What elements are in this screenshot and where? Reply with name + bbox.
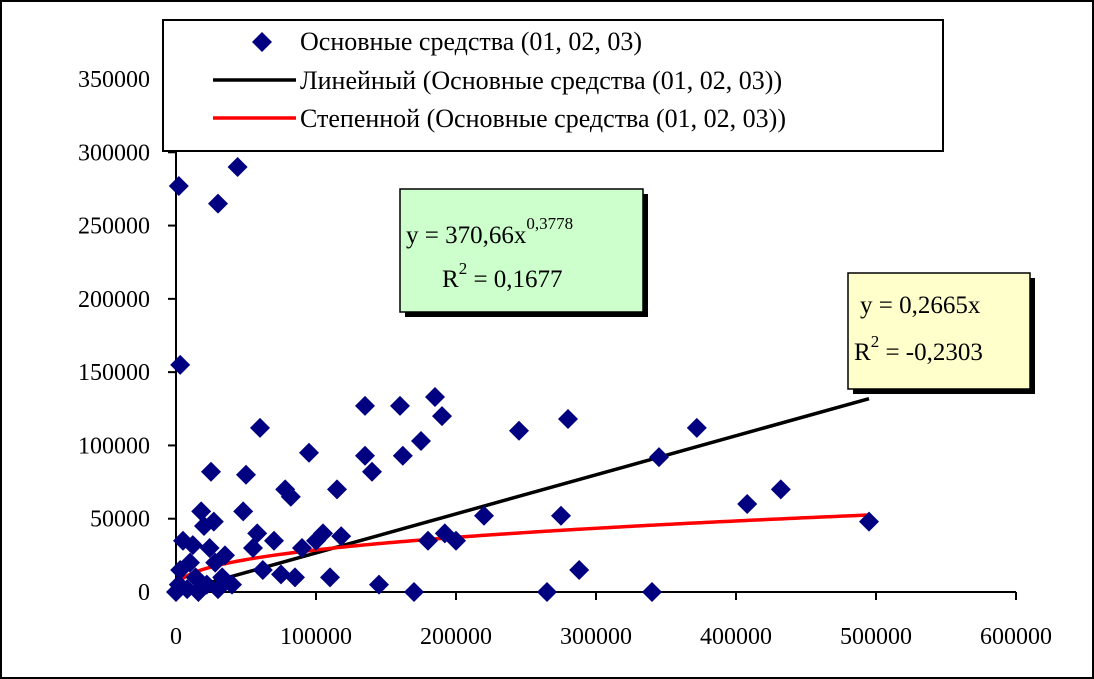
data-point — [474, 505, 494, 526]
linear-equation-main: y = 0,2665x — [860, 292, 981, 319]
linear-eq-r2-prefix: R — [854, 339, 871, 366]
data-point — [271, 564, 291, 585]
power-equation-bg — [399, 188, 644, 313]
data-point — [362, 461, 382, 482]
y-tick-label: 250000 — [78, 214, 150, 240]
x-tick-label: 500000 — [840, 624, 912, 650]
data-point — [509, 420, 529, 441]
data-point — [215, 545, 235, 566]
power-eq-main-text: y = 370,66x — [406, 222, 527, 249]
power-eq-exponent: 0,3778 — [526, 214, 573, 233]
data-point — [313, 523, 333, 544]
y-tick-label: 50000 — [90, 507, 150, 533]
legend-diamond-marker — [252, 32, 272, 52]
legend-label-linear: Линейный (Основные средства (01, 02, 03)… — [300, 66, 782, 95]
y-tick-label: 100000 — [78, 433, 150, 459]
linear-equation-box: y = 0,2665x R2 = -0,2303 — [847, 272, 1035, 394]
x-tick-label: 400000 — [700, 624, 772, 650]
data-point — [208, 193, 228, 214]
scatter-points — [166, 156, 879, 602]
data-point — [558, 409, 578, 430]
linear-equation-r2: R2 = -0,2303 — [854, 332, 983, 366]
data-point — [280, 486, 301, 507]
data-point — [859, 511, 879, 532]
data-point — [392, 445, 413, 466]
data-point — [201, 461, 221, 482]
power-eq-r2-sup: 2 — [459, 259, 468, 278]
legend: Основные средства (01, 02, 03) Линейный … — [162, 19, 944, 152]
legend-label-power: Степенной (Основные средства (01, 02, 03… — [300, 104, 786, 133]
y-tick-label: 200000 — [78, 287, 150, 313]
data-point — [320, 567, 340, 588]
data-point — [355, 445, 375, 466]
linear-equation-bg — [847, 272, 1031, 390]
x-tick-label: 300000 — [560, 624, 632, 650]
data-point — [418, 530, 438, 551]
x-tick-label: 0 — [170, 624, 182, 650]
data-point — [236, 464, 256, 485]
legend-box — [162, 19, 944, 152]
data-point — [191, 501, 212, 522]
data-point — [292, 538, 312, 559]
y-tick-label: 150000 — [78, 360, 150, 386]
data-point — [327, 479, 347, 500]
x-tick-label: 200000 — [420, 624, 492, 650]
data-point — [222, 574, 242, 595]
data-point — [168, 175, 189, 196]
x-tick-label: 600000 — [980, 624, 1052, 650]
power-equation-box: y = 370,66x0,3778 R2 = 0,1677 — [399, 188, 648, 317]
power-equation-main: y = 370,66x0,3778 — [406, 214, 573, 249]
linear-eq-r2-value: = -0,2303 — [879, 339, 983, 366]
data-point — [642, 582, 662, 602]
data-point — [182, 535, 203, 556]
data-point — [446, 530, 466, 551]
data-point — [770, 479, 791, 500]
x-ticks: 0 100000 200000 300000 400000 500000 600000 — [170, 592, 1052, 650]
data-point — [569, 560, 590, 581]
data-point — [203, 511, 224, 532]
data-point — [432, 406, 452, 427]
legend-label-points: Основные средства (01, 02, 03) — [300, 27, 642, 56]
data-point — [537, 582, 557, 602]
y-tick-label: 300000 — [78, 140, 150, 166]
x-tick-label: 100000 — [280, 624, 352, 650]
data-point — [404, 582, 424, 602]
data-point — [737, 494, 758, 515]
y-tick-label: 350000 — [78, 67, 150, 93]
data-point — [299, 442, 319, 463]
data-point — [180, 552, 200, 573]
data-point — [227, 156, 248, 177]
data-point — [686, 417, 707, 438]
data-point — [170, 354, 191, 375]
data-point — [285, 567, 305, 588]
data-point — [411, 431, 431, 452]
data-point — [369, 574, 389, 595]
power-equation-r2: R2 = 0,1677 — [442, 259, 563, 293]
data-point — [247, 523, 268, 544]
power-eq-r2-value: = 0,1677 — [467, 266, 562, 293]
data-point — [390, 395, 410, 416]
data-point — [264, 530, 284, 551]
y-ticks: 0 50000 100000 150000 200000 250000 300000 3500… — [78, 67, 176, 606]
data-point — [551, 505, 571, 526]
data-point — [233, 501, 254, 522]
power-eq-r2-prefix: R — [442, 266, 459, 293]
data-point — [252, 560, 273, 581]
data-point — [250, 417, 270, 438]
y-tick-label: 0 — [138, 580, 150, 606]
data-point — [243, 538, 263, 559]
data-point — [355, 395, 375, 416]
data-point — [199, 538, 220, 559]
linear-trendline — [175, 396, 870, 594]
data-point — [649, 447, 669, 468]
data-point — [331, 526, 352, 547]
data-point — [425, 387, 445, 408]
linear-eq-r2-sup: 2 — [871, 332, 880, 351]
